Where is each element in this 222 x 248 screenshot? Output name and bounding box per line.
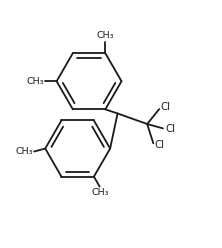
Text: CH₃: CH₃ [16,147,33,156]
Text: CH₃: CH₃ [92,188,109,197]
Text: Cl: Cl [154,140,164,150]
Text: Cl: Cl [165,124,175,134]
Text: Cl: Cl [161,102,171,112]
Text: CH₃: CH₃ [97,31,115,40]
Text: CH₃: CH₃ [27,77,44,86]
